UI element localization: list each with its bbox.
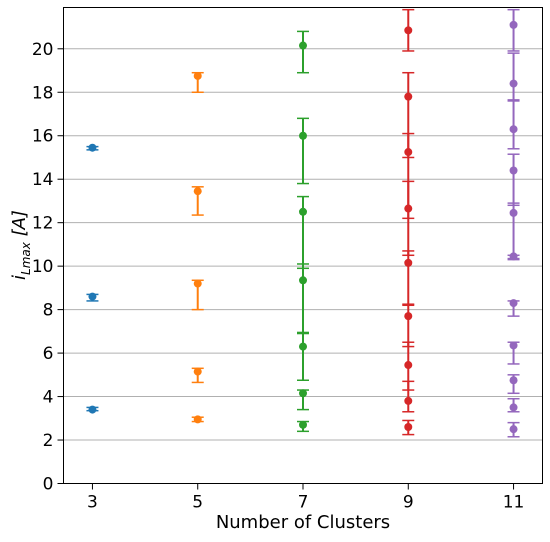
data-point	[299, 389, 307, 398]
x-axis-label: Number of Clusters	[216, 512, 390, 533]
data-point	[404, 422, 413, 431]
data-point	[509, 208, 518, 217]
x-tick-label: 9	[403, 493, 414, 513]
data-point	[299, 420, 307, 429]
data-point	[509, 79, 518, 88]
data-point	[509, 425, 518, 434]
y-axis-label-main: i	[9, 275, 30, 280]
y-tick-label: 20	[32, 40, 54, 60]
data-point	[193, 187, 202, 196]
data-point	[88, 405, 97, 414]
y-tick-label: 14	[32, 170, 54, 190]
y-tick-label: 10	[32, 257, 54, 277]
series-7-clusters	[297, 30, 309, 433]
x-tick-label: 5	[192, 493, 203, 513]
data-point	[509, 341, 518, 350]
series-9-clusters	[402, 8, 415, 436]
y-tick-label: 16	[32, 127, 54, 147]
series-5-clusters	[191, 71, 204, 424]
series-3-clusters	[86, 143, 99, 414]
data-point	[404, 26, 413, 35]
y-tick-label: 8	[43, 301, 54, 321]
data-point	[299, 342, 307, 351]
data-point	[404, 92, 413, 101]
data-point	[404, 312, 413, 321]
x-tick-label: 7	[298, 493, 309, 513]
y-tick-label: 12	[32, 214, 54, 234]
data-layer	[86, 8, 520, 438]
data-point	[299, 41, 307, 50]
data-point	[88, 143, 97, 152]
y-tick-label: 4	[43, 388, 54, 408]
y-axis-label-sub: Lmax	[19, 241, 33, 275]
x-tick-label: 11	[503, 493, 525, 513]
data-point	[509, 376, 518, 385]
y-tick-label: 18	[32, 83, 54, 103]
y-axis-label-unit: [A]	[9, 210, 30, 242]
data-point	[509, 125, 518, 134]
data-point	[299, 276, 307, 285]
data-point	[509, 299, 518, 308]
data-point	[404, 396, 413, 405]
data-point	[404, 258, 413, 267]
data-point	[193, 415, 202, 424]
axis-layer: 0 2 4 6 8 10 12 14 16 18 20 3 5 7 9 11	[32, 40, 525, 513]
y-tick-label: 0	[43, 475, 54, 495]
data-point	[193, 71, 202, 80]
y-tick-label: 6	[43, 344, 54, 364]
data-point	[88, 292, 97, 301]
y-axis-label: iLmax [A]	[9, 210, 33, 280]
data-point	[509, 403, 518, 412]
data-point	[509, 166, 518, 175]
data-point	[299, 131, 307, 140]
x-tick-label: 3	[87, 493, 98, 513]
y-tick-label: 2	[43, 431, 54, 451]
data-point	[299, 207, 307, 216]
data-point	[509, 20, 518, 29]
series-11-clusters	[507, 8, 520, 438]
data-point	[193, 279, 202, 288]
data-point	[404, 361, 413, 370]
data-point	[193, 367, 202, 376]
